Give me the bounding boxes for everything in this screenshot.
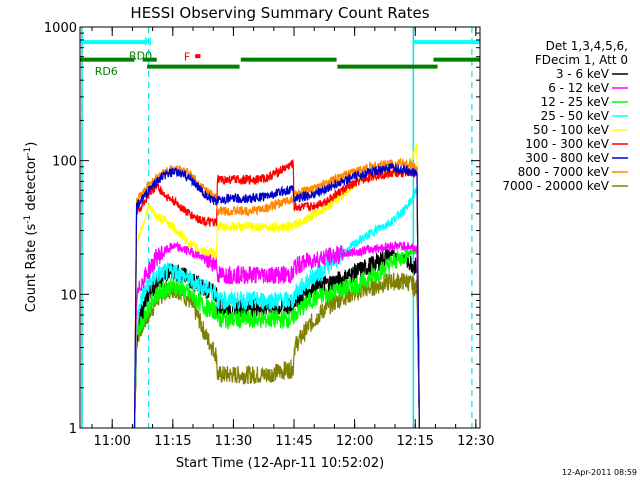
timestamp: 12-Apr-2011 08:59	[562, 468, 637, 477]
series-layer	[133, 143, 420, 429]
y-tick-label: 1	[69, 422, 77, 437]
annotation-label: N	[144, 35, 152, 48]
plot-area	[81, 27, 473, 428]
y-axis-label-part2: detector	[24, 155, 39, 215]
series-line	[133, 186, 420, 429]
legend-entry-label: 300 - 800 keV	[525, 151, 609, 165]
annotation-label: RD6	[95, 65, 118, 78]
legend: Det 1,3,4,5,6,FDecim 1, Att 03 - 6 keV6 …	[502, 39, 628, 193]
legend-entry-label: 800 - 7000 keV	[518, 165, 610, 179]
x-axis: 11:00 11:15 11:30 11:45 12:00 12:15 12:30	[91, 27, 495, 449]
annotation-label: F	[184, 51, 190, 64]
legend-header: Det 1,3,4,5,6,	[546, 39, 628, 53]
series-line	[133, 246, 420, 429]
legend-entry-label: 25 - 50 keV	[541, 109, 610, 123]
x-tick-label: 11:30	[215, 434, 252, 449]
y-axis-label-exponent1: -1	[23, 215, 33, 224]
legend-entry-label: 3 - 6 keV	[556, 67, 610, 81]
legend-entry-label: 7000 - 20000 keV	[502, 179, 609, 193]
legend-header: FDecim 1, Att 0	[535, 53, 628, 67]
legend-entry-label: 6 - 12 keV	[548, 81, 610, 95]
y-axis-label: Count Rate (s-1 detector-1)	[23, 142, 39, 313]
annotation-label: RD0	[129, 50, 152, 63]
x-axis-label: Start Time (12-Apr-11 10:52:02)	[176, 456, 384, 471]
chart-title: HESSI Observing Summary Count Rates	[130, 4, 429, 22]
x-tick-label: 11:15	[154, 434, 191, 449]
series-line	[133, 159, 420, 429]
x-tick-label: 12:00	[336, 434, 373, 449]
x-tick-label: 12:30	[457, 434, 494, 449]
legend-entry-label: 100 - 300 keV	[525, 137, 609, 151]
x-tick-label: 11:45	[275, 434, 312, 449]
y-axis: 1 10 100 1000	[44, 21, 480, 437]
y-tick-label: 1000	[44, 21, 77, 36]
y-tick-label: 10	[60, 288, 77, 303]
plot-frame	[79, 26, 481, 429]
y-axis-label-part1: Count Rate (s	[24, 224, 39, 313]
legend-entry-label: 12 - 25 keV	[541, 95, 610, 109]
legend-entry-label: 50 - 100 keV	[533, 123, 610, 137]
y-axis-label-exponent2: -1	[23, 147, 33, 156]
x-tick-label: 12:15	[396, 434, 433, 449]
y-axis-label-part3: )	[24, 142, 39, 147]
x-tick-label: 11:00	[93, 434, 130, 449]
annotation-layer: N F RD0 RD6	[80, 35, 480, 78]
series-line	[133, 162, 420, 429]
y-tick-label: 100	[52, 155, 77, 170]
series-line	[133, 240, 420, 429]
